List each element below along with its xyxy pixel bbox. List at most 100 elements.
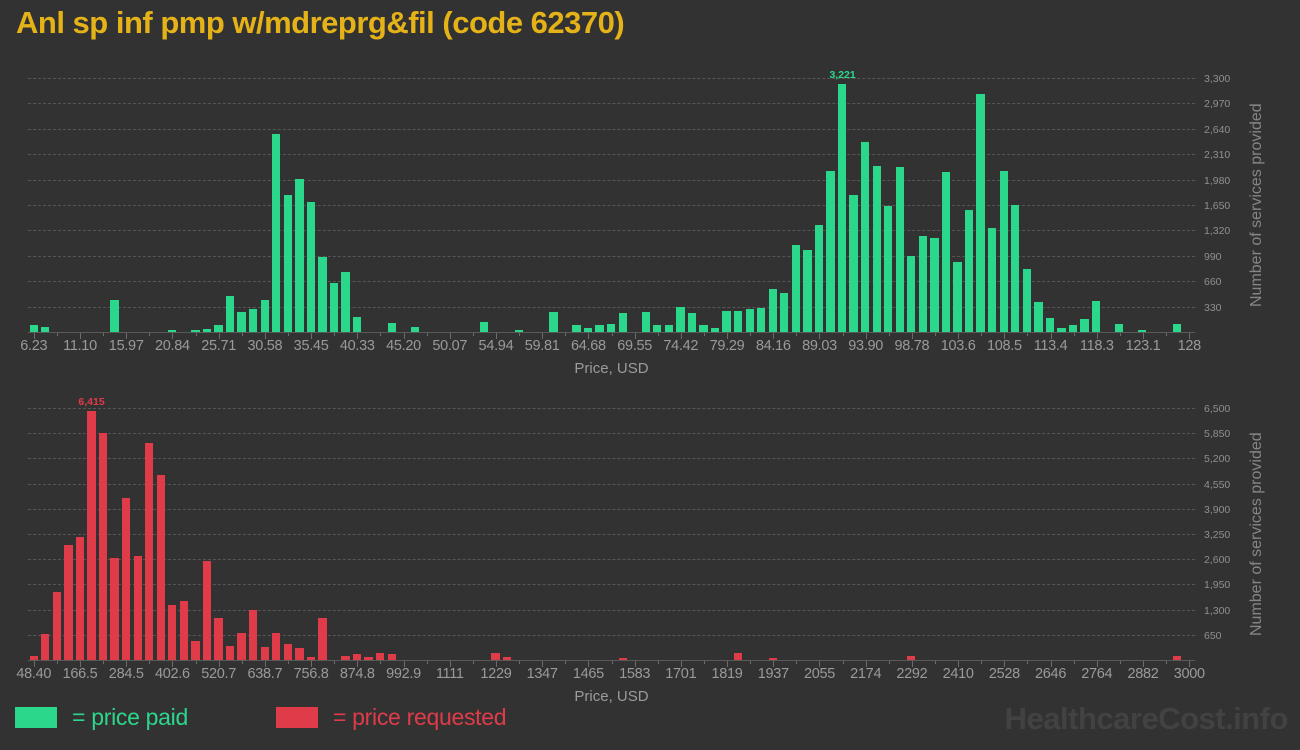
price-requested-bar[interactable] (191, 640, 200, 660)
price-paid-bar[interactable] (260, 300, 269, 332)
price-paid-bar[interactable] (618, 312, 627, 332)
price-paid-bar[interactable] (352, 317, 362, 332)
price-paid-bar[interactable] (757, 308, 766, 332)
price-paid-bar[interactable] (999, 170, 1008, 332)
price-paid-bar[interactable] (595, 324, 604, 332)
price-requested-bar[interactable] (376, 652, 385, 660)
price-requested-bar[interactable] (1172, 656, 1182, 660)
price-requested-bar[interactable] (179, 601, 189, 660)
price-paid-bar[interactable] (514, 329, 523, 332)
price-requested-bar[interactable] (352, 654, 362, 660)
price-paid-bar[interactable] (583, 327, 593, 332)
price-paid-bar[interactable] (791, 245, 801, 332)
price-paid-bar[interactable] (722, 311, 731, 332)
price-paid-bar[interactable] (964, 210, 974, 332)
price-paid-bar[interactable] (664, 325, 673, 332)
price-requested-bar[interactable] (75, 537, 85, 660)
price-requested-bar[interactable] (364, 657, 373, 660)
price-paid-bar[interactable] (699, 324, 708, 332)
price-paid-bar[interactable] (295, 179, 304, 332)
price-paid-bar[interactable] (1057, 328, 1066, 332)
price-paid-bar[interactable] (803, 249, 812, 332)
price-paid-bar[interactable] (918, 236, 928, 332)
price-paid-bar[interactable] (1138, 329, 1147, 332)
price-requested-bar[interactable] (87, 411, 96, 660)
price-paid-bar[interactable] (549, 311, 558, 332)
price-paid-bar[interactable] (29, 325, 38, 332)
price-requested-bar[interactable] (98, 433, 108, 660)
price-requested-bar[interactable] (491, 652, 500, 660)
price-paid-bar[interactable] (1172, 324, 1182, 332)
price-requested-bar[interactable] (260, 646, 269, 660)
price-paid-bar[interactable] (572, 324, 581, 332)
price-paid-bar[interactable] (1115, 324, 1124, 332)
price-paid-bar[interactable] (826, 171, 835, 332)
price-paid-bar[interactable] (676, 307, 685, 332)
price-paid-bar[interactable] (687, 313, 697, 332)
price-requested-bar[interactable] (618, 658, 627, 660)
price-paid-bar[interactable] (283, 194, 292, 332)
price-paid-bar[interactable] (168, 329, 177, 332)
price-paid-bar[interactable] (329, 282, 339, 332)
price-requested-bar[interactable] (768, 658, 777, 660)
price-requested-bar[interactable] (733, 652, 743, 660)
price-requested-bar[interactable] (52, 591, 62, 660)
price-paid-bar[interactable] (1045, 317, 1055, 332)
price-paid-bar[interactable] (272, 134, 281, 332)
price-paid-bar[interactable] (41, 326, 50, 332)
price-requested-bar[interactable] (168, 604, 177, 660)
price-paid-bar[interactable] (884, 206, 893, 332)
price-paid-bar[interactable] (907, 255, 916, 332)
price-paid-bar[interactable] (306, 202, 316, 332)
price-requested-bar[interactable] (249, 609, 258, 660)
price-paid-bar[interactable] (733, 311, 743, 332)
price-requested-bar[interactable] (387, 654, 396, 660)
price-paid-bar[interactable] (860, 142, 870, 332)
price-paid-bar[interactable] (1011, 205, 1020, 332)
price-requested-bar[interactable] (156, 474, 165, 660)
price-paid-bar[interactable] (606, 323, 616, 332)
price-requested-bar[interactable] (202, 561, 212, 660)
price-paid-bar[interactable] (872, 166, 881, 332)
price-requested-bar[interactable] (121, 497, 131, 660)
price-requested-bar[interactable] (341, 656, 350, 660)
price-paid-bar[interactable] (249, 309, 258, 332)
price-requested-bar[interactable] (503, 656, 512, 660)
price-paid-bar[interactable] (953, 261, 962, 332)
price-requested-bar[interactable] (907, 656, 916, 660)
price-requested-bar[interactable] (225, 645, 235, 660)
price-requested-bar[interactable] (110, 558, 119, 660)
price-requested-bar[interactable] (145, 442, 154, 660)
price-paid-bar[interactable] (653, 325, 662, 332)
price-requested-bar[interactable] (283, 644, 292, 660)
price-paid-bar[interactable] (930, 238, 939, 332)
price-paid-bar[interactable] (318, 256, 327, 332)
price-paid-bar[interactable] (202, 328, 212, 332)
price-paid-bar[interactable] (1068, 325, 1078, 332)
price-requested-bar[interactable] (295, 648, 304, 660)
price-paid-bar[interactable] (941, 172, 951, 332)
price-requested-bar[interactable] (64, 545, 73, 660)
price-paid-bar[interactable] (641, 311, 650, 332)
price-requested-bar[interactable] (214, 618, 223, 660)
price-paid-bar[interactable] (410, 327, 419, 332)
price-requested-bar[interactable] (318, 618, 327, 660)
price-paid-bar[interactable] (1022, 268, 1031, 332)
price-paid-bar[interactable] (191, 329, 200, 332)
price-paid-bar[interactable] (214, 324, 223, 332)
price-requested-bar[interactable] (41, 633, 50, 660)
price-requested-bar[interactable] (29, 655, 38, 660)
price-paid-bar[interactable] (387, 322, 396, 332)
price-paid-bar[interactable] (341, 271, 350, 332)
price-paid-bar[interactable] (837, 84, 847, 332)
price-paid-bar[interactable] (814, 225, 824, 332)
price-requested-bar[interactable] (133, 555, 142, 660)
price-paid-bar[interactable] (988, 228, 997, 332)
price-requested-bar[interactable] (272, 633, 281, 660)
price-paid-bar[interactable] (225, 296, 235, 332)
price-paid-bar[interactable] (1034, 301, 1043, 332)
price-paid-bar[interactable] (745, 308, 754, 332)
price-paid-bar[interactable] (768, 289, 777, 332)
price-paid-bar[interactable] (1091, 300, 1101, 332)
price-requested-bar[interactable] (237, 633, 246, 660)
